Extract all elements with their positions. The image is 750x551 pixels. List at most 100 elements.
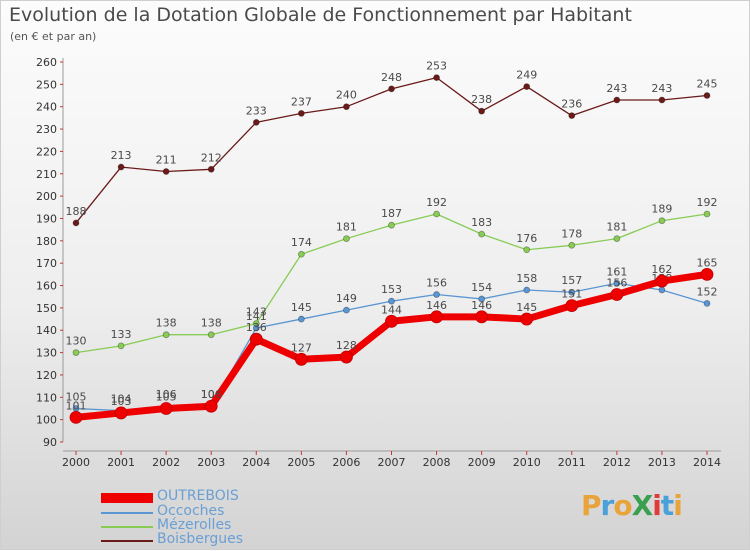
data-label-boisbergues: 243 <box>651 82 672 95</box>
data-point-boisbergues <box>658 96 666 104</box>
data-label-occoches: 152 <box>697 285 718 298</box>
data-point-mzerolles <box>433 210 440 218</box>
y-tick-label: 190 <box>36 212 57 225</box>
data-point-outrebois <box>385 314 398 328</box>
data-label-mzerolles: 176 <box>516 232 537 245</box>
data-label-outrebois: 165 <box>697 256 718 269</box>
data-point-outrebois <box>340 350 353 364</box>
data-point-boisbergues <box>388 85 395 93</box>
data-label-occoches: 156 <box>426 276 447 289</box>
x-tick-label: 2013 <box>648 456 676 469</box>
data-point-mzerolles <box>613 235 621 242</box>
data-label-boisbergues: 237 <box>291 95 312 108</box>
logo-letter: o <box>613 489 632 522</box>
data-point-mzerolles <box>297 250 305 258</box>
data-point-occoches <box>478 295 486 303</box>
data-point-outrebois <box>114 406 128 420</box>
data-point-mzerolles <box>207 331 215 339</box>
data-label-outrebois: 146 <box>471 299 492 312</box>
series-line-boisbergues <box>75 76 708 224</box>
y-tick-label: 150 <box>36 302 57 315</box>
data-label-boisbergues: 233 <box>246 104 267 117</box>
data-point-outrebois <box>159 402 173 415</box>
y-tick-label: 160 <box>36 280 57 293</box>
data-point-mzerolles <box>523 246 531 254</box>
y-tick-label: 110 <box>36 391 57 404</box>
data-point-outrebois <box>475 310 489 324</box>
data-point-mzerolles <box>343 235 350 242</box>
logo-letter: P <box>581 489 602 522</box>
chart-subtitle: (en € et par an) <box>10 30 97 43</box>
data-point-boisbergues <box>162 168 170 175</box>
data-point-mzerolles <box>568 241 576 249</box>
y-tick-label: 170 <box>36 257 57 270</box>
x-tick-label: 2012 <box>603 456 631 469</box>
data-point-occoches <box>703 300 711 307</box>
data-point-outrebois <box>610 288 624 301</box>
data-label-boisbergues: 188 <box>66 205 87 218</box>
x-tick-label: 2000 <box>62 456 90 469</box>
legend-label-occoches: Occoches <box>157 503 225 519</box>
y-tick-label: 200 <box>36 190 57 203</box>
y-tick-label: 250 <box>36 78 57 91</box>
legend-label-mezerolles: Mézerolles <box>157 517 232 533</box>
data-point-occoches <box>523 286 531 294</box>
data-label-mzerolles: 189 <box>651 203 672 216</box>
data-point-mzerolles <box>117 342 125 350</box>
legend-swatch-boisbergues <box>101 540 153 542</box>
data-point-occoches <box>388 297 395 305</box>
data-label-outrebois: 162 <box>651 263 672 276</box>
data-point-occoches <box>613 279 621 287</box>
data-label-boisbergues: 213 <box>111 149 132 162</box>
data-label-boisbergues: 240 <box>336 89 357 102</box>
y-tick-label: 120 <box>36 369 57 382</box>
data-point-occoches <box>658 286 666 294</box>
data-point-boisbergues <box>117 163 125 171</box>
data-label-mzerolles: 192 <box>426 196 447 209</box>
data-label-mzerolles: 181 <box>606 221 627 234</box>
data-label-mzerolles: 178 <box>561 227 582 240</box>
data-label-mzerolles: 183 <box>471 216 492 229</box>
data-point-boisbergues <box>523 83 531 90</box>
data-point-mzerolles <box>478 230 486 238</box>
data-label-outrebois: 151 <box>561 288 582 301</box>
logo-letter: t <box>660 489 674 522</box>
data-point-mzerolles <box>162 331 170 339</box>
data-point-boisbergues <box>207 165 215 173</box>
logo-letter: i <box>652 489 662 522</box>
data-label-outrebois: 156 <box>606 276 627 289</box>
data-label-outrebois: 145 <box>516 301 537 314</box>
y-tick-label: 180 <box>36 235 57 248</box>
data-point-mzerolles <box>658 217 666 225</box>
legend-swatch-mezerolles <box>101 526 153 528</box>
data-label-occoches: 141 <box>246 310 267 323</box>
data-point-occoches <box>433 291 440 298</box>
legend-swatch-occoches <box>101 512 153 514</box>
data-label-mzerolles: 133 <box>111 328 132 341</box>
proxiti-logo: ProXiti <box>581 489 683 522</box>
legend-label-boisbergues: Boisbergues <box>157 531 244 547</box>
y-tick-label: 130 <box>36 347 57 360</box>
data-point-outrebois <box>69 411 83 424</box>
data-label-outrebois: 105 <box>156 390 177 403</box>
data-label-mzerolles: 138 <box>201 317 222 330</box>
data-label-mzerolles: 130 <box>66 335 87 348</box>
data-label-occoches: 157 <box>561 274 582 287</box>
x-tick-label: 2010 <box>513 456 541 469</box>
data-label-outrebois: 144 <box>381 303 402 316</box>
legend-swatch-outrebois <box>101 493 153 503</box>
data-label-boisbergues: 212 <box>201 151 222 164</box>
data-point-outrebois <box>655 274 669 288</box>
x-tick-label: 2005 <box>287 456 315 469</box>
data-point-occoches <box>297 315 305 323</box>
data-label-outrebois: 146 <box>426 299 447 312</box>
y-tick-label: 240 <box>36 101 57 114</box>
data-label-boisbergues: 253 <box>426 60 447 73</box>
data-label-outrebois: 106 <box>201 388 222 401</box>
x-tick-label: 2006 <box>332 456 360 469</box>
data-label-occoches: 158 <box>516 272 537 285</box>
data-point-boisbergues <box>613 96 621 104</box>
y-tick-label: 260 <box>36 56 57 69</box>
